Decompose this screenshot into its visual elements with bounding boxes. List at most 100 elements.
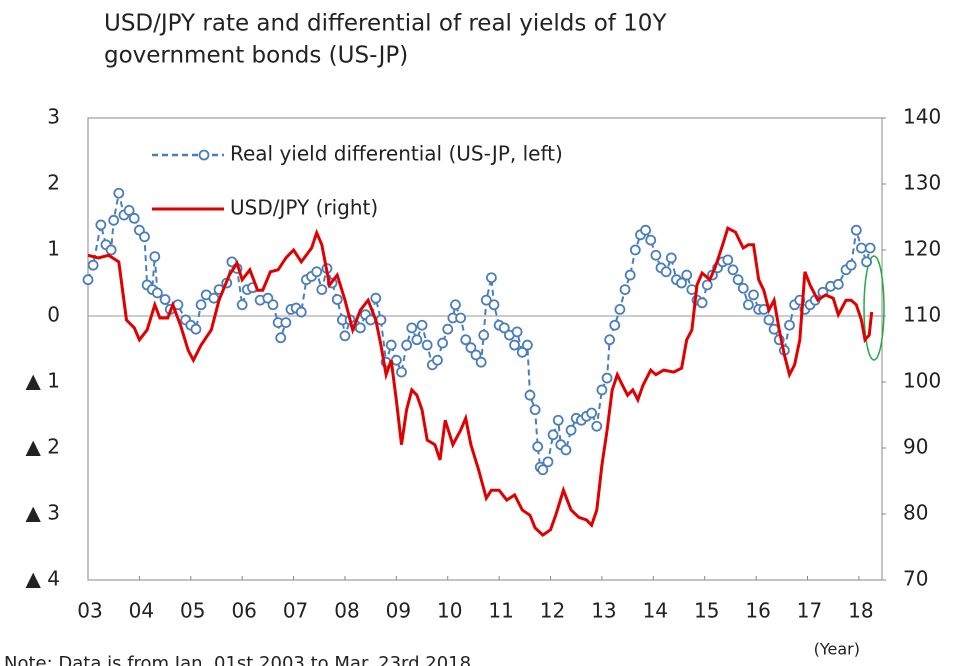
data-point: [532, 441, 544, 453]
y-tick-label: ▲ 2: [26, 435, 60, 459]
data-point: [681, 269, 693, 281]
data-point: [480, 294, 492, 306]
data-point: [660, 266, 672, 278]
data-point: [542, 456, 554, 468]
y2-tick-label: 110: [903, 303, 941, 327]
data-point: [511, 326, 523, 338]
x-axis-label: (Year): [814, 640, 860, 659]
chart-title: government bonds (US-JP): [104, 43, 408, 69]
y-tick-label: ▲ 4: [26, 567, 60, 591]
data-point: [437, 337, 449, 349]
data-point: [832, 278, 844, 290]
data-point: [547, 429, 559, 441]
data-point: [861, 256, 872, 268]
data-point: [421, 339, 433, 351]
data-point: [609, 319, 621, 331]
data-point: [552, 414, 564, 426]
data-point: [845, 259, 857, 271]
data-point: [128, 212, 140, 224]
data-point: [475, 356, 487, 368]
x-tick-label: 06: [231, 599, 256, 623]
data-point: [591, 420, 603, 432]
data-point: [390, 354, 402, 366]
y2-tick-label: 120: [903, 237, 941, 261]
data-point: [601, 372, 613, 384]
data-point: [406, 322, 418, 334]
y2-tick-label: 100: [903, 369, 941, 393]
data-point: [640, 224, 651, 236]
data-point: [586, 407, 598, 419]
data-point: [275, 332, 287, 344]
x-tick-label: 17: [797, 599, 822, 623]
data-point: [316, 284, 328, 296]
y2-tick-label: 80: [903, 501, 928, 525]
data-point: [727, 264, 739, 276]
data-point: [108, 214, 120, 226]
data-point: [864, 242, 876, 254]
data-point: [139, 231, 150, 243]
data-point: [732, 274, 744, 286]
data-point: [509, 339, 520, 351]
data-point: [331, 294, 343, 305]
y-tick-label: ▲ 1: [26, 369, 60, 393]
data-point: [236, 299, 248, 311]
legend-marker: [198, 149, 210, 161]
data-point: [295, 306, 307, 318]
data-point: [478, 329, 490, 341]
x-tick-label: 08: [334, 599, 359, 623]
y-tick-label: 3: [47, 105, 60, 129]
data-point: [460, 334, 472, 346]
data-point: [339, 330, 351, 342]
data-point: [645, 234, 657, 246]
x-tick-label: 15: [694, 599, 719, 623]
data-point: [856, 242, 867, 254]
x-tick-label: 12: [540, 599, 565, 623]
data-point: [565, 424, 577, 436]
data-point: [416, 319, 428, 331]
data-point: [722, 254, 734, 266]
x-tick-label: 07: [283, 599, 308, 623]
data-point: [465, 342, 477, 354]
data-point: [784, 319, 795, 331]
data-point: [521, 339, 533, 351]
y-tick-label: 1: [47, 237, 60, 261]
data-point: [614, 303, 626, 315]
data-point: [529, 404, 541, 416]
highlight-ellipse: [863, 255, 885, 361]
data-point: [411, 334, 423, 346]
data-point: [498, 322, 510, 334]
legend-label: USD/JPY (right): [230, 196, 378, 220]
data-point: [486, 272, 497, 284]
y-tick-label: ▲ 3: [26, 501, 60, 525]
x-tick-label: 18: [848, 599, 873, 623]
plot-frame: [87, 117, 883, 581]
x-tick-label: 04: [129, 599, 154, 623]
data-point: [385, 339, 397, 351]
data-point: [190, 323, 202, 335]
data-point: [195, 299, 207, 311]
x-tick-label: 14: [643, 599, 668, 623]
data-point: [95, 219, 107, 231]
data-point: [696, 297, 708, 309]
data-point: [123, 204, 135, 216]
data-point: [396, 366, 407, 378]
y2-tick-label: 130: [903, 171, 941, 195]
data-point: [432, 354, 443, 366]
data-point: [619, 284, 631, 296]
data-point: [742, 299, 754, 311]
note: Note: Data is from Jan. 01st 2003 to Mar…: [4, 653, 477, 666]
data-point: [629, 244, 641, 256]
data-point: [516, 346, 528, 358]
data-point: [105, 244, 117, 256]
legend-label: Real yield differential (US-JP, left): [230, 142, 563, 166]
data-point: [208, 292, 220, 304]
x-tick-label: 11: [488, 599, 513, 623]
data-point: [524, 389, 536, 401]
y-tick-label: 2: [47, 171, 60, 195]
y2-tick-label: 70: [903, 567, 928, 591]
data-point: [113, 187, 125, 199]
data-point: [87, 259, 99, 271]
data-point: [455, 312, 466, 324]
